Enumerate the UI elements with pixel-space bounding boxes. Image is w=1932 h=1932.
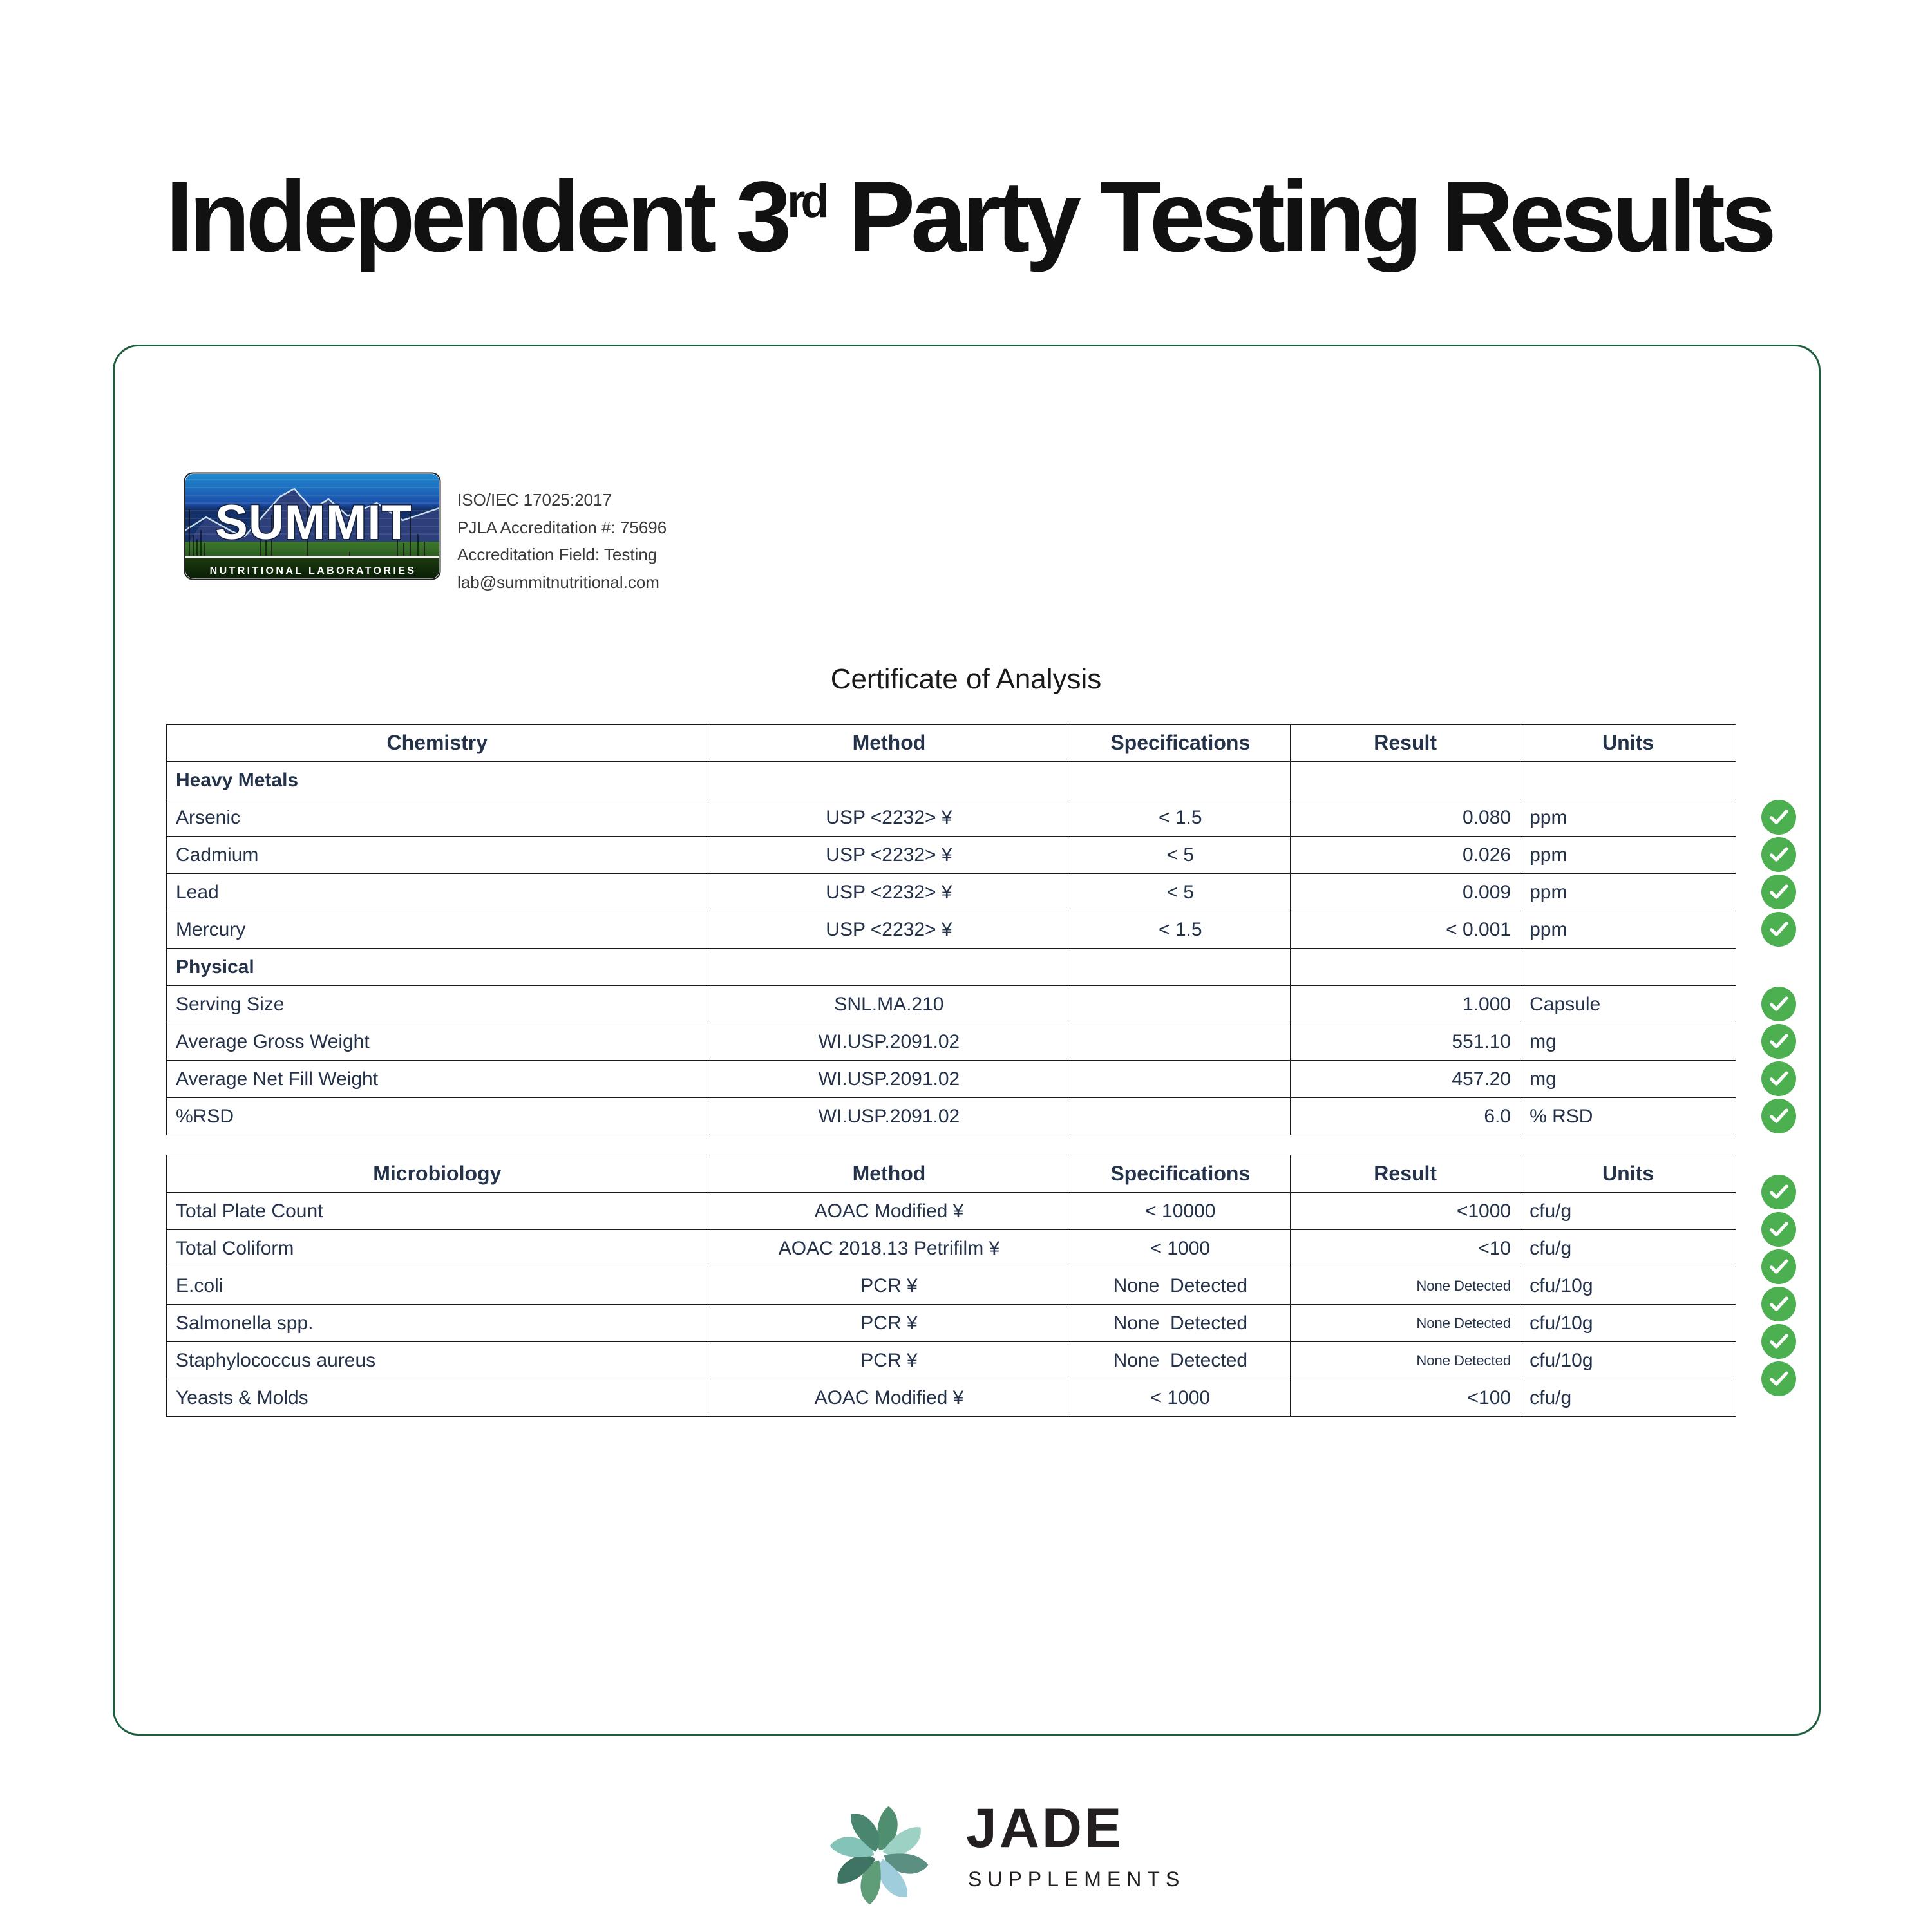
svg-text:SUMMIT: SUMMIT (215, 495, 412, 550)
svg-text:NUTRITIONAL LABORATORIES: NUTRITIONAL LABORATORIES (210, 565, 417, 576)
